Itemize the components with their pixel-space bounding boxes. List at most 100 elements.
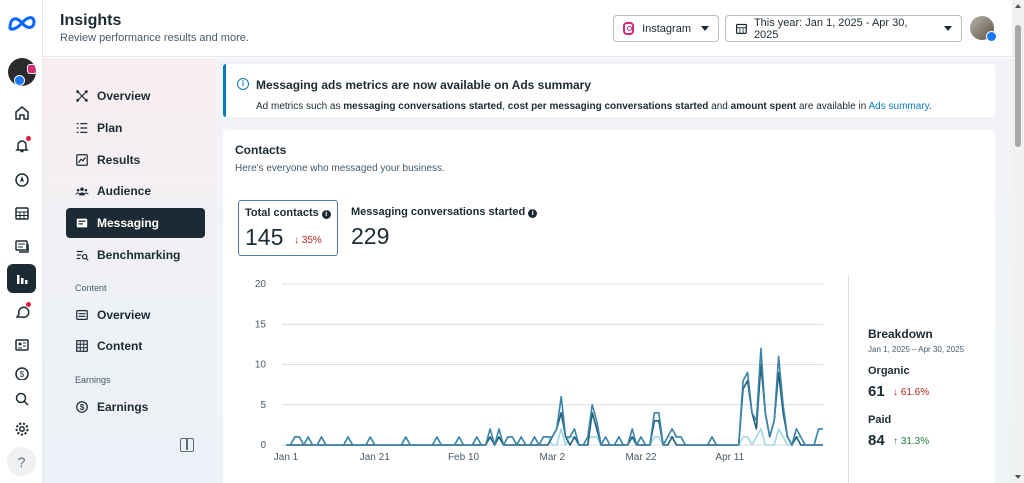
contacts-card: Contacts Here's everyone who messaged yo… (223, 130, 995, 483)
instagram-badge-icon (27, 64, 36, 74)
info-icon: i (237, 78, 249, 90)
y-tick-label: 10 (255, 360, 267, 371)
date-range-selector[interactable]: This year: Jan 1, 2025 - Apr 30, 2025 (725, 15, 962, 42)
nav-label: Plan (97, 121, 123, 135)
dollar-icon: $ (76, 401, 88, 413)
ads-icon[interactable] (7, 297, 36, 326)
organic-value: 61 (868, 383, 885, 400)
notifications-icon[interactable] (7, 131, 36, 160)
banner-text-part: Ad metrics such as (256, 101, 344, 112)
x-tick-label: Mar 22 (625, 452, 657, 463)
collapse-sidebar-icon[interactable] (180, 438, 194, 452)
user-avatar[interactable] (970, 16, 997, 42)
ads-summary-link[interactable]: Ads summary (868, 101, 929, 112)
page-header: Insights Review performance results and … (43, 0, 1012, 57)
svg-text:$: $ (19, 370, 24, 379)
notification-dot (26, 136, 31, 141)
breakdown-panel: Breakdown Jan 1, 2025 – Apr 30, 2025 Org… (848, 275, 988, 483)
messaging-icon (76, 218, 88, 228)
x-tick-label: Jan 21 (360, 452, 390, 463)
overview-icon (76, 90, 88, 102)
info-icon[interactable]: i (528, 209, 538, 218)
search-icon[interactable] (7, 384, 36, 413)
banner-text-part: and (708, 101, 731, 112)
nav-section-content: Content (75, 283, 107, 293)
total-contacts-delta: ↓ 35% (294, 235, 322, 246)
results-icon (76, 154, 88, 166)
billing-icon[interactable]: $ (7, 362, 36, 382)
organic-delta: ↓ 61.6% (893, 387, 930, 398)
nav-benchmarking[interactable]: Benchmarking (66, 240, 205, 270)
platform-label: Instagram (642, 22, 691, 35)
nav-content-overview[interactable]: Overview (66, 300, 205, 330)
audience-icon (75, 187, 89, 196)
facebook-badge-icon (14, 75, 25, 86)
banner-text-bold: amount spent (730, 101, 797, 112)
info-banner: i Messaging ads metrics are now availabl… (223, 64, 995, 117)
y-tick-label: 5 (260, 400, 266, 411)
banner-text-part: , (502, 101, 508, 112)
home-icon[interactable] (7, 98, 36, 127)
insights-icon[interactable] (7, 264, 36, 293)
paid-label: Paid (868, 414, 892, 426)
business-avatar[interactable] (8, 58, 36, 86)
instagram-icon (623, 22, 635, 35)
metric-label-text: Messaging conversations started (351, 206, 526, 218)
banner-text-bold: messaging conversations started (343, 101, 503, 112)
contacts-subtitle: Here's everyone who messaged your busine… (235, 163, 445, 174)
breakdown-title: Breakdown (868, 327, 933, 341)
total-contacts-label: Total contacts i (245, 207, 331, 219)
page-title: Insights (60, 12, 122, 29)
total-contacts-value: 145 (245, 224, 284, 250)
benchmarking-icon (76, 250, 89, 261)
calendar-icon[interactable] (7, 198, 36, 227)
nav-plan[interactable]: Plan (66, 113, 205, 143)
nav-messaging[interactable]: Messaging (66, 208, 205, 238)
y-tick-label: 0 (260, 440, 266, 451)
contacts-icon[interactable] (7, 330, 36, 359)
nav-results[interactable]: Results (66, 145, 205, 175)
nav-label: Messaging (97, 216, 160, 230)
nav-content[interactable]: Content (66, 331, 205, 361)
svg-text:$: $ (80, 403, 85, 412)
calendar-small-icon (736, 23, 747, 34)
meta-logo-icon[interactable] (7, 14, 37, 37)
banner-title: Messaging ads metrics are now available … (256, 78, 592, 92)
nav-label: Overview (97, 89, 151, 103)
x-tick-label: Apr 11 (715, 452, 744, 463)
x-tick-label: Feb 10 (448, 452, 480, 463)
help-icon[interactable]: ? (7, 447, 36, 476)
contacts-title: Contacts (235, 143, 287, 157)
conversations-started-metric[interactable]: Messaging conversations started i 229 (345, 200, 555, 256)
conversations-started-value: 229 (351, 223, 390, 249)
scroll-thumb[interactable] (1015, 25, 1021, 147)
nav-audience[interactable]: Audience (66, 176, 205, 206)
scroll-down-icon[interactable] (1015, 475, 1021, 479)
content-table-icon (76, 340, 88, 352)
total-contacts-metric[interactable]: Total contacts i 145 ↓ 35% (238, 200, 338, 256)
nav-label: Content (97, 339, 143, 353)
ads-notification-dot (26, 302, 31, 307)
info-icon[interactable]: i (321, 210, 331, 219)
chevron-down-icon (944, 26, 952, 31)
page-scrollbar[interactable] (1012, 0, 1024, 483)
paid-value: 84 (868, 432, 885, 449)
y-tick-label: 15 (255, 319, 267, 330)
breakdown-range: Jan 1, 2025 – Apr 30, 2025 (868, 345, 965, 354)
y-tick-label: 20 (255, 279, 267, 290)
compass-icon[interactable] (7, 165, 36, 194)
conversations-started-label: Messaging conversations started i (351, 206, 538, 218)
inbox-icon[interactable] (7, 231, 36, 260)
nav-label: Results (97, 153, 141, 167)
nav-earnings[interactable]: $ Earnings (66, 392, 205, 422)
left-rail: $ ? (0, 0, 43, 483)
platform-selector[interactable]: Instagram (613, 15, 719, 42)
page-subtitle: Review performance results and more. (60, 32, 249, 44)
nav-overview[interactable]: Overview (66, 81, 205, 111)
settings-icon[interactable] (7, 414, 36, 443)
scroll-up-icon[interactable] (1015, 4, 1021, 8)
content-overview-icon (76, 310, 88, 320)
banner-text: Ad metrics such as messaging conversatio… (256, 101, 932, 112)
plan-icon (76, 123, 88, 133)
series-line-total (286, 347, 823, 446)
